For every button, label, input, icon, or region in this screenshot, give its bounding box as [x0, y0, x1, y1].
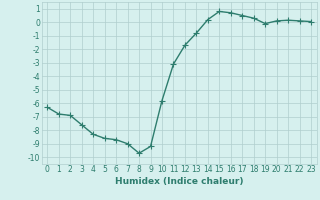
X-axis label: Humidex (Indice chaleur): Humidex (Indice chaleur) [115, 177, 244, 186]
